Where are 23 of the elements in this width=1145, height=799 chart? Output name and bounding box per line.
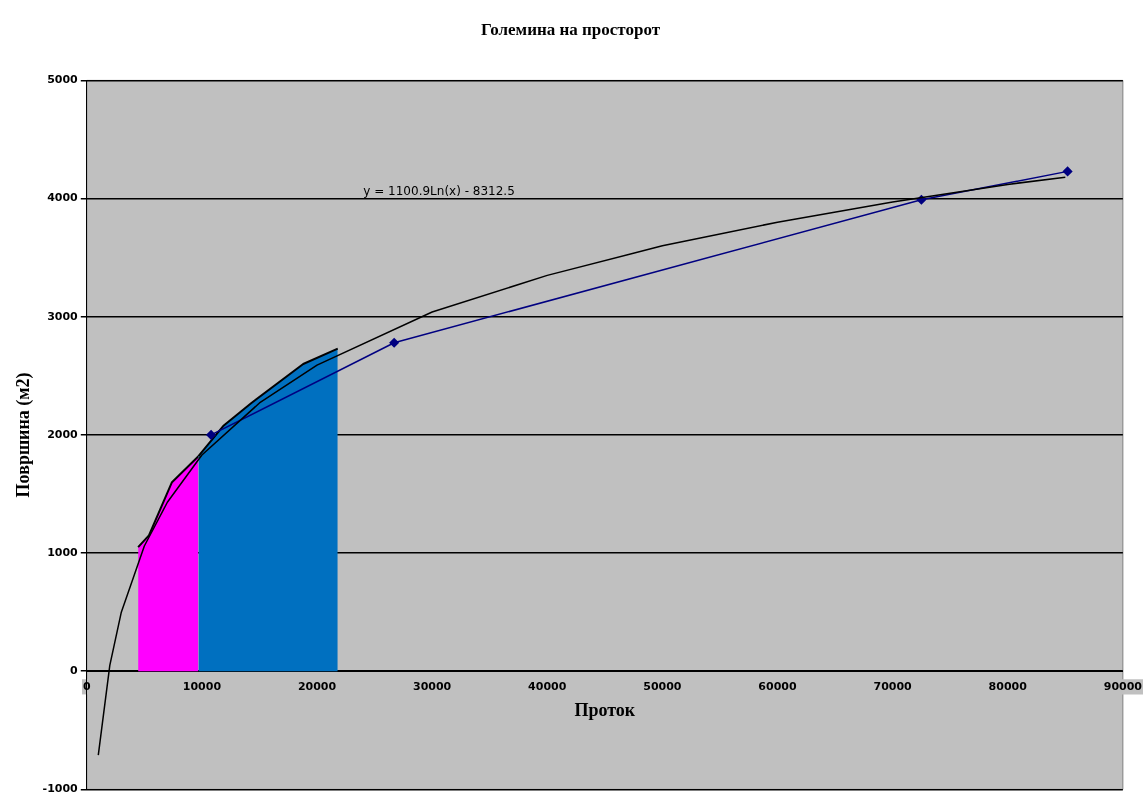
chart-title: Големина на просторот [480,19,661,39]
x-tick-label: 50000 [643,679,682,693]
x-tick-label: 70000 [873,679,913,693]
y-tick-label: 5000 [47,73,79,87]
point [1062,166,1073,177]
y-tick-label: 0 [70,664,79,678]
y-axis-title: Површина (м2) [13,372,35,498]
point [206,430,216,440]
x-tick-label: 30000 [413,679,452,693]
y-tick-label: 2000 [47,427,79,441]
point [389,337,399,348]
x-tick-label: 10000 [182,679,222,693]
y-tick-label: 1000 [47,545,79,559]
x-tick-label: 60000 [758,679,797,693]
y-tick-label: 3000 [47,309,79,323]
y-tick-label: 4000 [47,191,79,205]
annotation: y = 1100.9Ln(x) - 8312.5 [363,183,515,198]
x-tick-label: 90000 [1103,679,1143,693]
x-axis-title: Проток [574,699,636,720]
x-tick-label: 40000 [528,679,567,693]
x-tick-label: 20000 [297,679,337,693]
y-tick-label: -1000 [42,782,79,796]
x-tick-label: 80000 [988,679,1028,693]
